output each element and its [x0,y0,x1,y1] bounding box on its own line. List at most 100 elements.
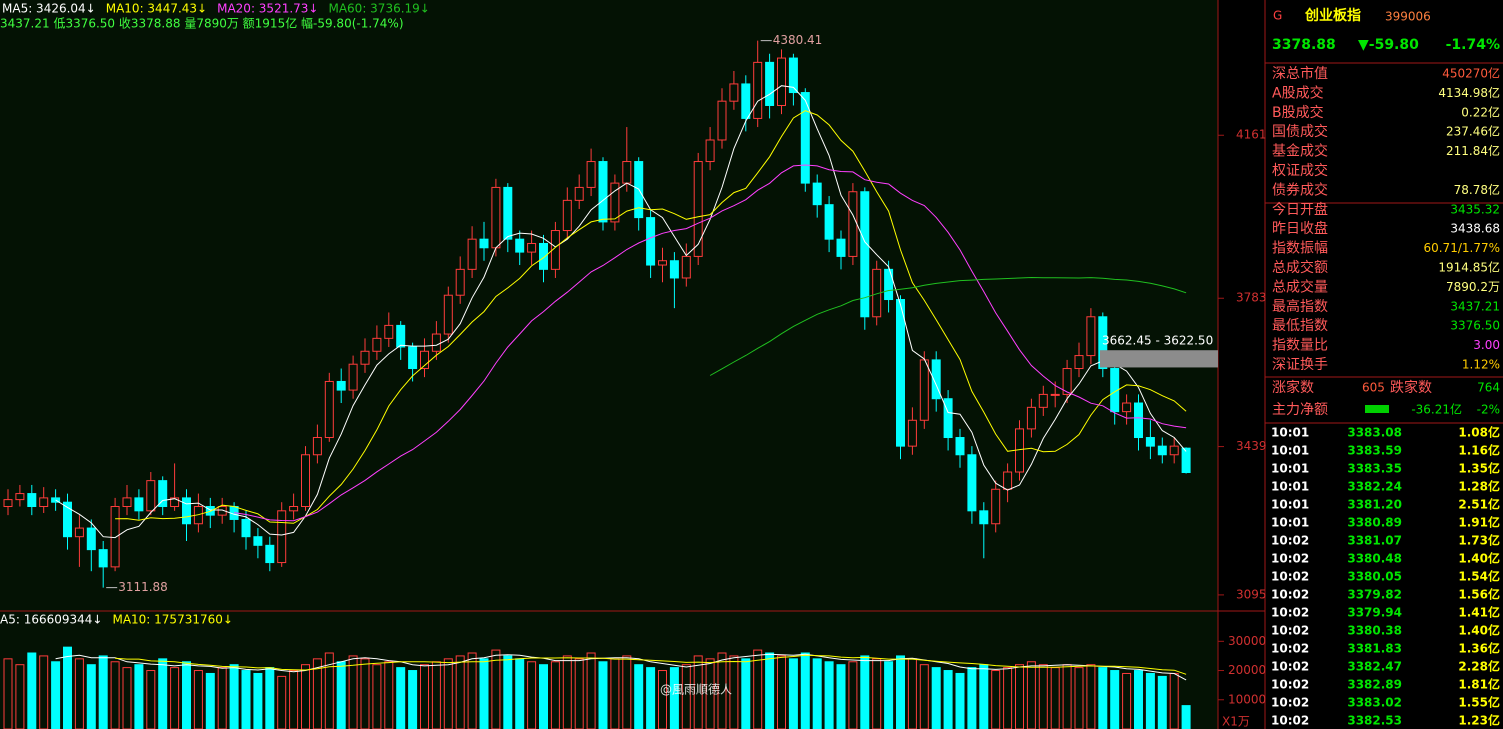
ma-line [55,85,1187,539]
tick-time: 10:02 [1271,642,1309,656]
candle-body [431,333,441,352]
candle-body [408,346,418,370]
tick-price: 3383.02 [1347,696,1402,710]
stat-label: 债券成交 [1272,181,1328,198]
candle-body [110,506,120,568]
candle-body [550,230,560,270]
volume-ma-line [115,654,1187,675]
candle-body [1003,471,1013,490]
candle-body [74,527,84,538]
candle-body [289,506,299,512]
tick-price: 3380.89 [1347,516,1402,530]
candle-body [931,359,941,400]
stat-label: 最高指数 [1272,298,1328,315]
stat-value: 237.46亿 [1446,124,1500,139]
volume-bar [479,658,489,729]
volume-bar [86,664,96,729]
volume-bar [182,661,191,729]
candle-body [360,350,370,365]
tick-amount: 1.41亿 [1458,605,1500,620]
stat-label: 指数振幅 [1272,241,1328,257]
stat-label: 指数量比 [1272,338,1328,354]
volume-bar [991,670,1001,729]
panel-name: 创业板指 [1304,7,1361,24]
tick-amount: 1.40亿 [1458,551,1500,566]
tick-amount: 1.35亿 [1458,461,1500,476]
tick-price: 3381.20 [1347,498,1402,512]
volume-bar [586,652,596,729]
volume-bar [455,655,465,729]
stat-value: 3376.50 [1450,319,1500,333]
volume-bar [3,658,13,729]
candle-body [253,536,263,546]
tick-price: 3380.38 [1347,624,1402,638]
candle-body [455,268,465,296]
volume-bar [562,655,572,729]
candle-body [610,182,620,223]
candle-body [1134,402,1143,439]
candle-body [979,510,989,525]
tick-amount: 1.08亿 [1458,425,1500,440]
flow-value: -36.21亿 [1411,402,1462,417]
volume-bar [503,655,513,729]
tick-price: 3382.53 [1347,714,1402,728]
volume-bar [646,667,656,729]
volume-bar [884,661,894,729]
candle-body [312,437,322,456]
y-tick-label: 10000 [1228,692,1266,706]
candle-body [241,518,251,538]
candle-body [539,242,548,270]
annotation: 3111.88 [118,580,168,594]
candle-body [420,350,429,370]
volume-bar [753,649,763,729]
candle-body [336,380,346,391]
candle-body [705,139,715,163]
volume-bar [1003,667,1013,729]
volume-bar [1110,670,1120,729]
flow-label: 主力净额 [1272,402,1328,418]
tick-time: 10:02 [1271,534,1309,548]
tick-time: 10:02 [1271,606,1309,620]
volume-bar [693,655,703,729]
volume-bar [634,664,644,729]
candle-body [515,238,525,253]
stat-value: 3.00 [1473,338,1500,352]
tick-price: 3382.47 [1347,660,1402,674]
candle-body [586,161,596,188]
volume-bar [74,658,84,729]
tick-time: 10:02 [1271,660,1309,674]
volume-bar [1026,661,1036,729]
tick-time: 10:01 [1271,480,1309,494]
tick-amount: 1.91亿 [1458,515,1500,530]
volume-bar [574,658,584,729]
stat-label: 国债成交 [1272,123,1328,140]
volume-bar [896,655,905,729]
candle-body [372,337,382,352]
legend-entry: MA5: 3426.04↓ [2,2,96,16]
stat-value: 3437.21 [1450,299,1500,313]
volume-bar [336,661,346,729]
tick-price: 3383.59 [1347,444,1402,458]
volume-bar [134,664,144,729]
volume-bar [955,672,965,729]
candle-body [324,380,334,439]
volume-bar [431,661,441,729]
candle-body [443,294,453,335]
volume-bar [1181,705,1191,729]
stat-value: 0.22亿 [1461,104,1500,119]
tick-amount: 1.81亿 [1458,677,1500,692]
volume-bar [241,670,251,729]
stat-label: 总成交额 [1272,259,1328,276]
candle-body [63,501,72,538]
candle-body [384,324,394,339]
candle-body [919,359,929,421]
tick-time: 10:02 [1271,588,1309,602]
candle-body [574,186,584,201]
tick-amount: 1.73亿 [1458,533,1500,548]
candle-body [1074,355,1084,370]
stat-label: 深证换手 [1272,356,1328,373]
stat-label: B股成交 [1272,104,1324,121]
candle-body [1181,447,1191,473]
candle-body [658,260,667,266]
